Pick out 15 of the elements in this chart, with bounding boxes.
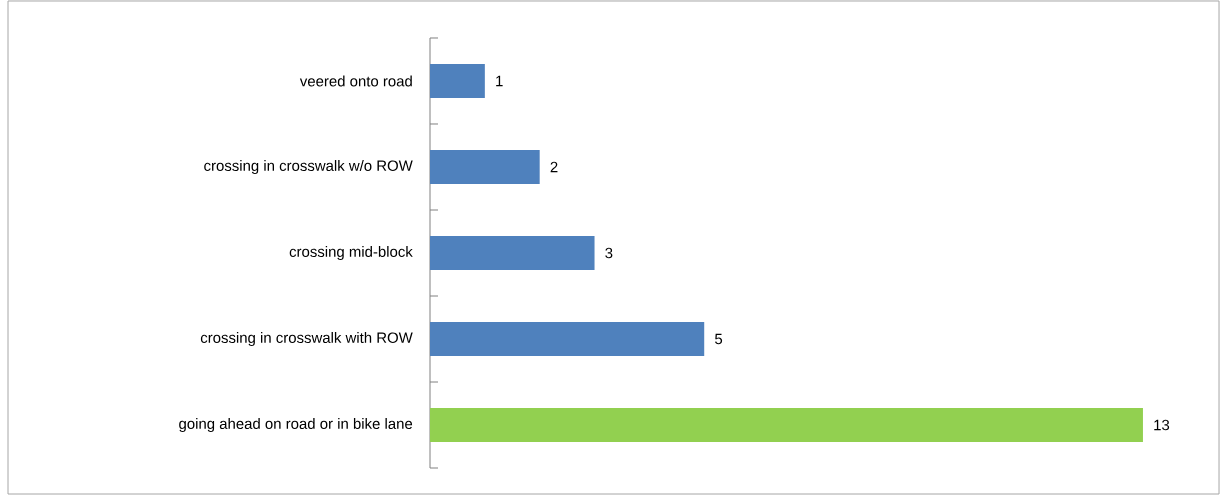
data-label: 2 (550, 161, 558, 173)
bar (430, 64, 485, 98)
bar (430, 408, 1143, 442)
y-tick-label: crossing in crosswalk with ROW (200, 332, 413, 346)
data-label: 3 (605, 247, 613, 259)
y-tick-label: crossing mid-block (289, 246, 413, 260)
data-label: 1 (496, 75, 503, 87)
data-label: 5 (715, 333, 723, 345)
y-tick-label: veered onto road (299, 75, 412, 87)
bar (430, 236, 595, 270)
data-label: 13 (1154, 419, 1170, 431)
y-tick-label: crossing in crosswalk w/o ROW (204, 160, 413, 174)
bar (430, 150, 540, 184)
y-tick-label: going ahead on road or in bike lane (179, 418, 413, 432)
bar (430, 322, 705, 356)
